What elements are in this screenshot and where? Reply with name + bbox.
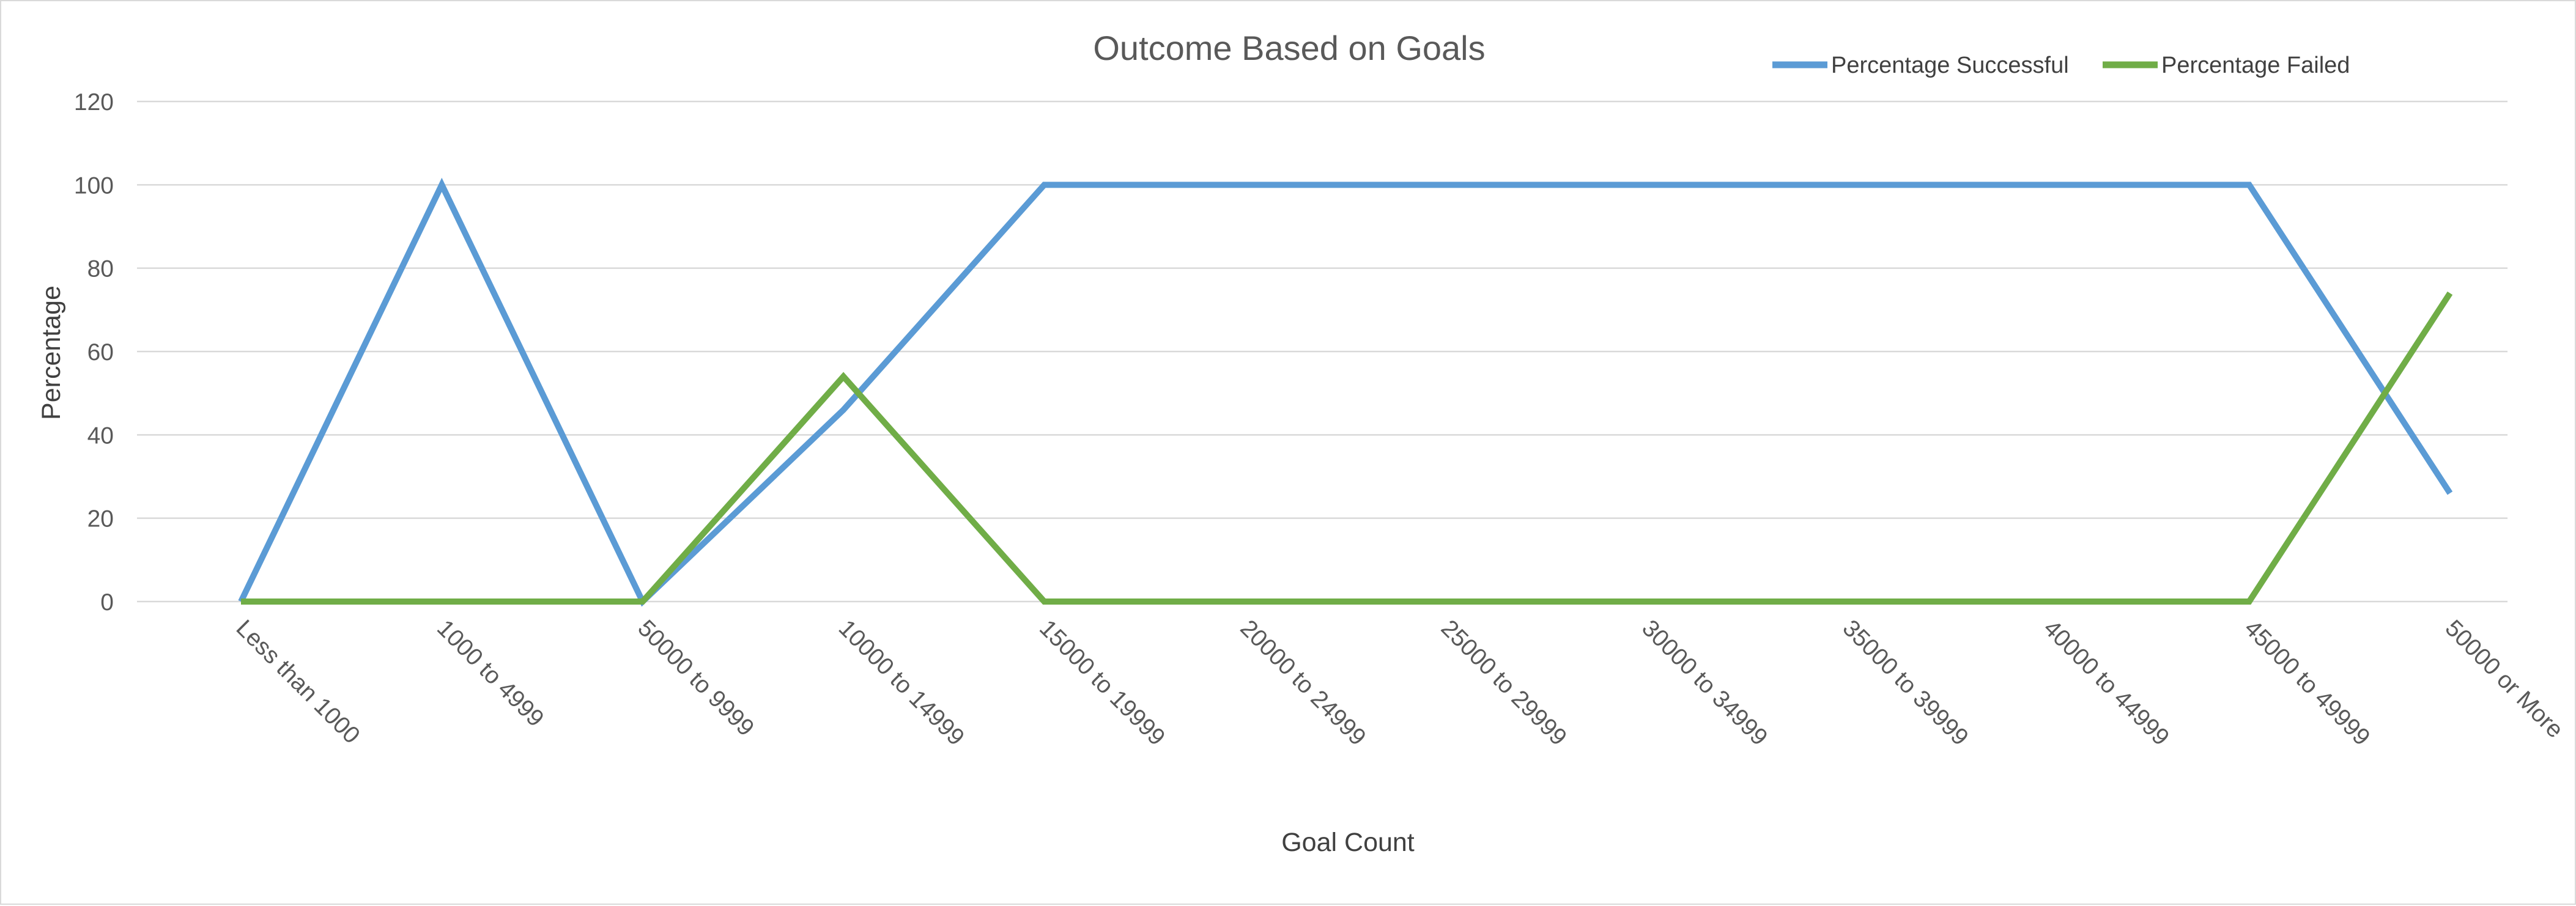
x-tick-label: 25000 to 29999	[1436, 615, 1572, 751]
series-line-failed	[241, 291, 2453, 605]
x-tick-label: 50000 or More	[2440, 615, 2569, 743]
legend-label-failed: Percentage Failed	[2161, 53, 2350, 78]
y-axis-title: Percentage	[37, 285, 66, 420]
x-tick-label: 50000 to 9999	[632, 615, 759, 742]
gridlines	[137, 100, 2508, 603]
y-axis-ticks: 0 20 40 60 80 100 120	[74, 89, 114, 616]
x-axis-title: Goal Count	[1281, 828, 1415, 857]
x-tick-label: 30000 to 34999	[1637, 615, 1772, 751]
series-line-successful	[238, 177, 2453, 607]
series-lines	[238, 177, 2453, 607]
y-tick-label: 80	[87, 256, 114, 282]
x-tick-label: 40000 to 44999	[2038, 615, 2174, 751]
y-tick-label: 120	[74, 89, 114, 116]
legend: Percentage Successful Percentage Failed	[1772, 53, 2350, 78]
x-axis-ticks: Less than 1000 1000 to 4999 50000 to 9999 1…	[231, 615, 2569, 751]
y-tick-label: 0	[100, 589, 114, 616]
chart-title: Outcome Based on Goals	[1093, 29, 1485, 67]
x-tick-label: Less than 1000	[231, 615, 365, 749]
x-tick-label: 20000 to 24999	[1235, 615, 1371, 751]
legend-label-successful: Percentage Successful	[1831, 53, 2069, 78]
y-tick-label: 100	[74, 172, 114, 199]
y-tick-label: 40	[87, 422, 114, 449]
y-tick-label: 60	[87, 339, 114, 366]
y-tick-label: 20	[87, 506, 114, 532]
x-tick-label: 10000 to 14999	[834, 615, 969, 751]
x-tick-label: 45000 to 49999	[2239, 615, 2375, 751]
x-tick-label: 1000 to 4999	[432, 615, 549, 732]
x-tick-label: 15000 to 19999	[1034, 615, 1170, 751]
x-tick-label: 35000 to 39999	[1838, 615, 1974, 751]
